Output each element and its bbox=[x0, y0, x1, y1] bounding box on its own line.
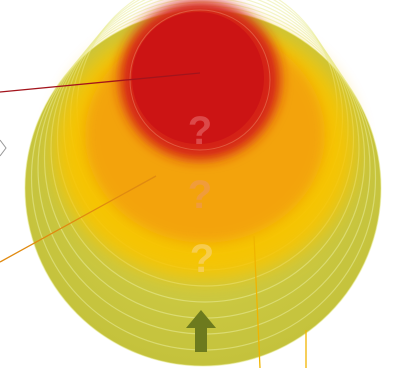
leader-line-outer-a bbox=[253, 235, 261, 368]
leader-line-middle bbox=[0, 175, 157, 263]
outer-question-mark: ? bbox=[190, 237, 214, 281]
leader-line-inner bbox=[0, 72, 201, 93]
ring-line bbox=[50, 0, 360, 303]
inner-core bbox=[132, 12, 264, 144]
up-arrow-icon bbox=[186, 310, 216, 352]
inner-layer bbox=[120, 0, 280, 160]
inner-question-mark: ? bbox=[188, 109, 212, 153]
edge-mark bbox=[0, 139, 7, 157]
middle-question-mark: ? bbox=[188, 173, 212, 217]
